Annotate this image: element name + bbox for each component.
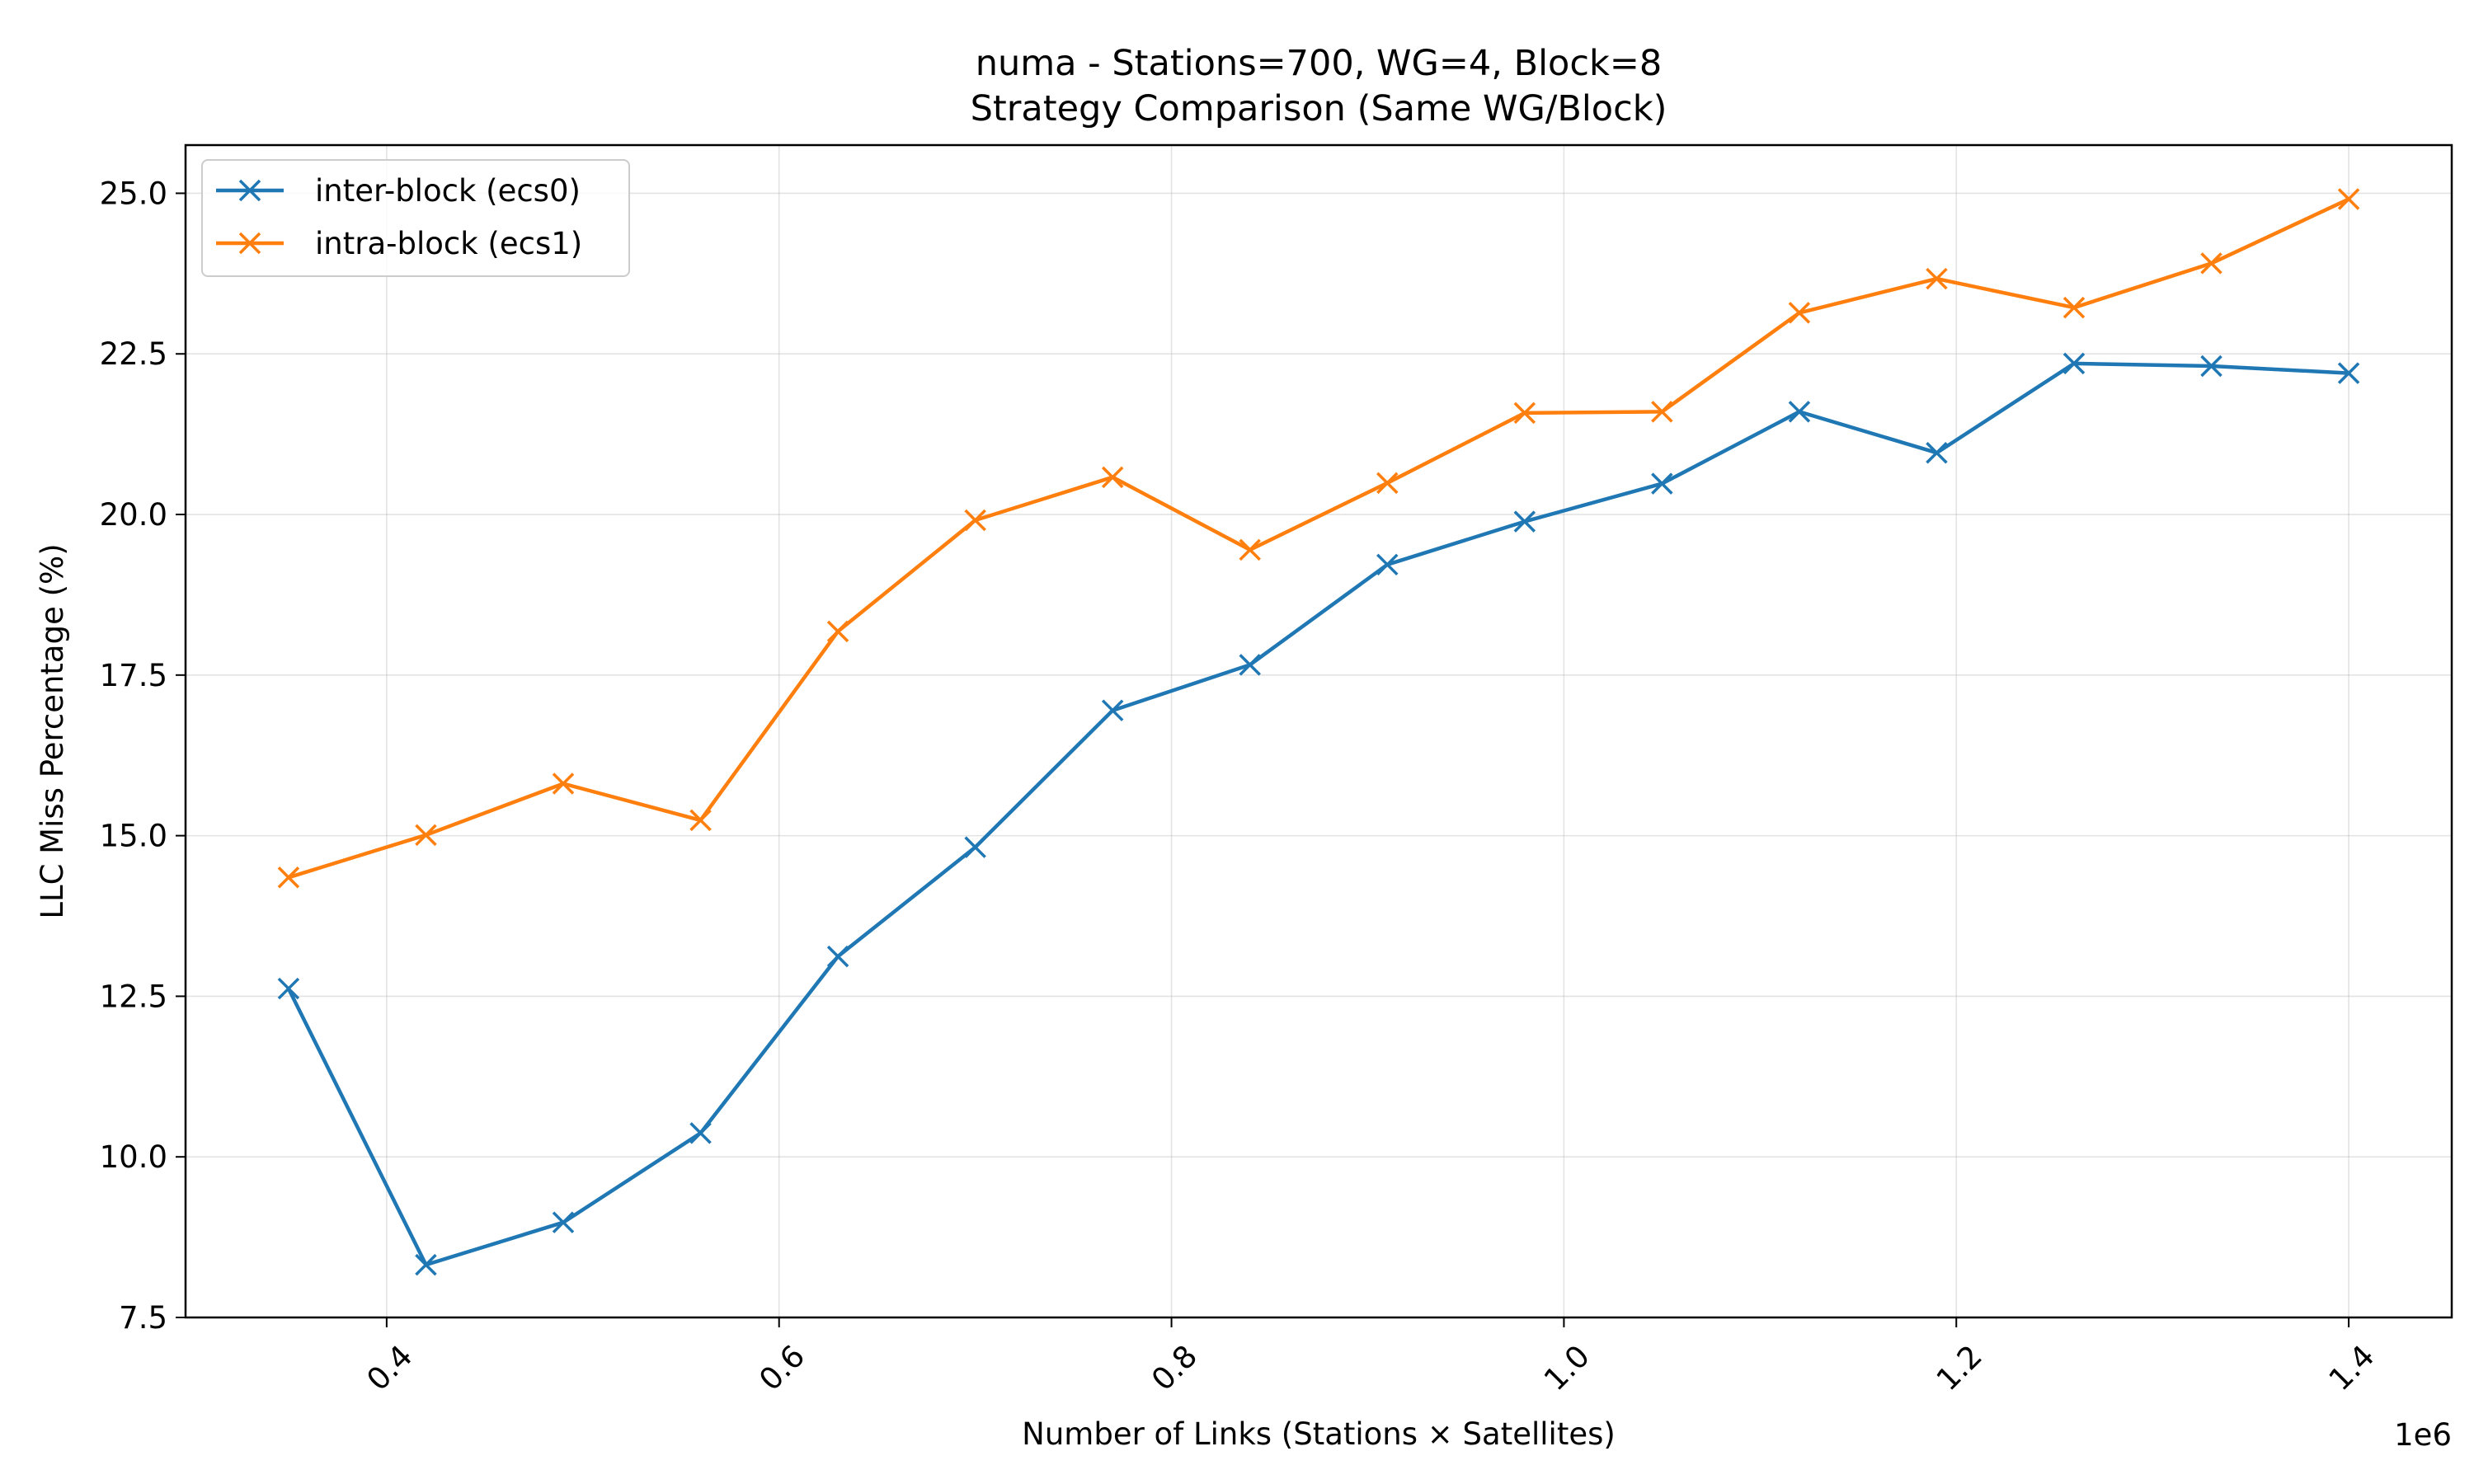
data-point-inter-block — [2200, 355, 2222, 378]
y-tick-label: 7.5 — [119, 1300, 167, 1336]
legend-box — [201, 159, 630, 277]
data-point-inter-block — [415, 1253, 437, 1276]
data-point-intra-block — [277, 866, 300, 889]
data-point-intra-block — [2337, 188, 2360, 210]
data-point-intra-block — [826, 620, 849, 643]
data-point-inter-block — [689, 1122, 712, 1144]
chart-title-line-1: numa - Stations=700, WG=4, Block=8 — [976, 43, 1663, 84]
legend-label-inter-block: inter-block (ecs0) — [315, 173, 581, 209]
data-point-inter-block — [1926, 441, 1948, 464]
y-tick-label: 25.0 — [100, 176, 167, 211]
data-point-inter-block — [1376, 553, 1399, 576]
data-point-intra-block — [1239, 538, 1261, 561]
data-point-intra-block — [689, 809, 712, 832]
data-point-intra-block — [1513, 402, 1536, 425]
legend-marker-intra-block — [238, 232, 261, 255]
data-point-intra-block — [1101, 466, 1124, 489]
data-point-inter-block — [1239, 654, 1261, 676]
y-axis-label: LLC Miss Percentage (%) — [35, 543, 70, 918]
data-point-inter-block — [1651, 472, 1673, 495]
data-point-inter-block — [964, 836, 986, 858]
legend-label-intra-block: intra-block (ecs1) — [315, 226, 582, 261]
data-point-intra-block — [1926, 267, 1948, 290]
data-series — [277, 188, 2360, 1276]
y-tick-label: 22.5 — [100, 336, 167, 372]
data-point-intra-block — [1651, 401, 1673, 423]
data-point-inter-block — [1788, 401, 1811, 423]
y-tick-label: 20.0 — [100, 497, 167, 533]
y-tick-label: 15.0 — [100, 819, 167, 854]
data-point-inter-block — [2062, 352, 2086, 375]
data-point-inter-block — [277, 977, 300, 1000]
data-point-inter-block — [1101, 699, 1124, 721]
y-tick-label: 12.5 — [100, 979, 167, 1014]
legend: inter-block (ecs0) intra-block (ecs1) — [201, 159, 630, 277]
chart-title-line-2: Strategy Comparison (Same WG/Block) — [971, 88, 1667, 129]
data-point-intra-block — [1376, 472, 1399, 495]
data-point-intra-block — [1788, 302, 1811, 324]
data-point-intra-block — [2200, 252, 2222, 275]
data-point-inter-block — [2337, 362, 2360, 384]
data-point-inter-block — [826, 945, 849, 968]
data-point-intra-block — [552, 773, 575, 795]
data-point-intra-block — [964, 509, 986, 532]
data-point-inter-block — [552, 1211, 575, 1233]
data-point-intra-block — [415, 824, 437, 847]
plot-area-frame — [184, 143, 2453, 1319]
legend-marker-inter-block — [238, 179, 261, 202]
series-line-inter-block — [285, 361, 2351, 1267]
x-axis-label: Number of Links (Stations × Satellites) — [1022, 1416, 1616, 1452]
y-tick-label: 10.0 — [100, 1139, 167, 1175]
series-line-intra-block — [286, 196, 2352, 881]
data-point-intra-block — [2062, 296, 2086, 319]
data-point-inter-block — [1513, 510, 1536, 533]
y-tick-label: 17.5 — [100, 658, 167, 693]
x-axis-offset-label: 1e6 — [2394, 1417, 2452, 1453]
